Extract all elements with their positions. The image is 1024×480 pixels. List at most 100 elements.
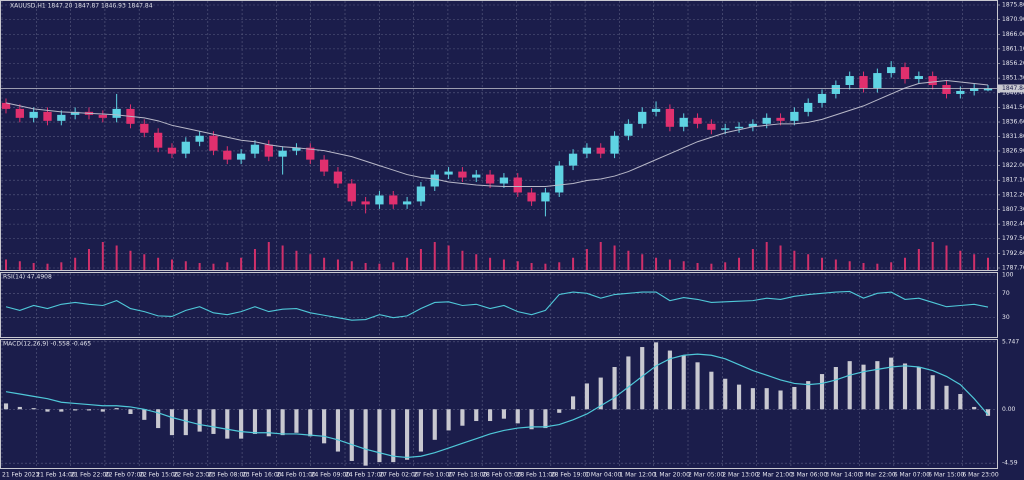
candle-body <box>209 135 218 151</box>
macd-tick-label: -4.59 <box>1002 460 1018 467</box>
macd-bar <box>985 409 991 416</box>
candle-body <box>333 171 343 184</box>
macd-tick-label: 0.00 <box>1002 406 1016 413</box>
macd-bar <box>695 362 700 410</box>
macd-bar <box>736 384 742 410</box>
candle-body <box>693 117 702 124</box>
candle-body <box>665 108 675 127</box>
macd-bar <box>667 350 672 410</box>
x-tick-label: 6 Mar 07:00 <box>894 472 930 479</box>
macd-bar <box>460 409 465 426</box>
candle-body <box>444 171 453 175</box>
macd-bar <box>474 409 479 422</box>
candle-body <box>942 85 951 94</box>
macd-bar <box>764 388 769 410</box>
macd-bar <box>543 409 548 429</box>
candle-body <box>804 102 813 112</box>
macd-bar <box>211 409 216 434</box>
macd-bar <box>322 409 327 444</box>
macd-bar <box>156 409 161 429</box>
last-price-box <box>998 84 1024 93</box>
y-tick-label: 1861.10 <box>1002 45 1024 52</box>
candle-body <box>71 111 80 115</box>
candle-body <box>527 192 536 202</box>
macd-bar <box>944 385 949 410</box>
candle-body <box>555 165 564 193</box>
candle-body <box>416 186 426 202</box>
candle-body <box>264 144 273 157</box>
main-panel-frame <box>0 0 998 271</box>
macd-bar <box>432 409 437 440</box>
candle-body <box>900 67 910 80</box>
candle-body <box>721 128 730 130</box>
candle-body <box>292 147 301 151</box>
x-tick-label: 24 Feb 09:00 <box>311 472 351 479</box>
candle-body <box>181 141 190 154</box>
macd-bar <box>875 361 880 410</box>
candle-body <box>887 67 896 74</box>
y-tick-label: 1822.00 <box>1002 162 1024 169</box>
macd-bar <box>640 347 645 410</box>
candle-body <box>845 76 854 86</box>
macd-bar <box>363 409 368 466</box>
candle-body <box>970 87 979 91</box>
x-tick-label: 3 Mar 22:00 <box>860 472 896 479</box>
y-tick-label: 1802.40 <box>1002 221 1024 228</box>
y-tick-label: 1787.70 <box>1002 264 1024 271</box>
y-tick-label: 1846.40 <box>1002 89 1024 96</box>
x-tick-label: 27 Feb 10:00 <box>414 472 454 479</box>
candle-body <box>831 85 841 94</box>
macd-bar <box>488 409 493 422</box>
candle-body <box>278 150 287 157</box>
macd-bar <box>681 355 686 410</box>
y-tick-label: 1817.10 <box>1002 177 1024 184</box>
macd-bar <box>806 381 811 410</box>
macd-bar <box>598 377 603 410</box>
candle-body <box>817 93 827 103</box>
y-tick-label: 1812.20 <box>1002 191 1024 198</box>
candle-body <box>748 123 758 127</box>
candle-body <box>195 135 204 142</box>
macd-bar <box>861 364 866 410</box>
macd-bar <box>391 409 396 463</box>
candle-body <box>873 73 882 88</box>
x-tick-label: 27 Feb 18:00 <box>448 472 488 479</box>
candle-body <box>319 159 329 172</box>
candle-body <box>361 201 370 205</box>
macd-bar <box>515 409 520 424</box>
y-tick-label: 1870.90 <box>1002 16 1024 23</box>
macd-bar <box>308 409 313 437</box>
y-tick-label: 1841.50 <box>1002 104 1024 111</box>
candle-body <box>472 174 481 178</box>
candle-body <box>430 174 439 187</box>
x-tick-label: 6 Mar 15:00 <box>928 472 964 479</box>
rsi-tick-label: 100 <box>1002 272 1014 279</box>
macd-bar <box>778 390 783 410</box>
y-tick-label: 1836.60 <box>1002 119 1024 126</box>
candle-body <box>43 111 52 121</box>
macd-bar <box>405 409 410 460</box>
macd-bar <box>916 367 921 410</box>
candle-body <box>57 114 66 121</box>
macd-bar <box>958 394 963 410</box>
candle-body <box>651 108 661 112</box>
candle-body <box>541 192 550 202</box>
macd-bar <box>626 356 631 410</box>
macd-bar <box>723 378 728 410</box>
rsi-tick-label: 30 <box>1002 314 1010 321</box>
macd-bar <box>225 409 230 439</box>
candle-body <box>458 171 467 178</box>
candle-body <box>776 117 785 121</box>
macd-bar <box>239 409 244 439</box>
candle-body <box>250 144 260 154</box>
macd-bar <box>100 409 105 412</box>
candle-body <box>513 177 522 193</box>
x-tick-label: 28 Feb 03:00 <box>482 472 522 479</box>
macd-bar <box>889 357 894 410</box>
x-tick-label: 1 Mar 12:00 <box>619 472 655 479</box>
candle-body <box>375 195 384 205</box>
x-tick-label: 24 Feb 17:00 <box>345 472 385 479</box>
macd-bar <box>446 409 451 431</box>
